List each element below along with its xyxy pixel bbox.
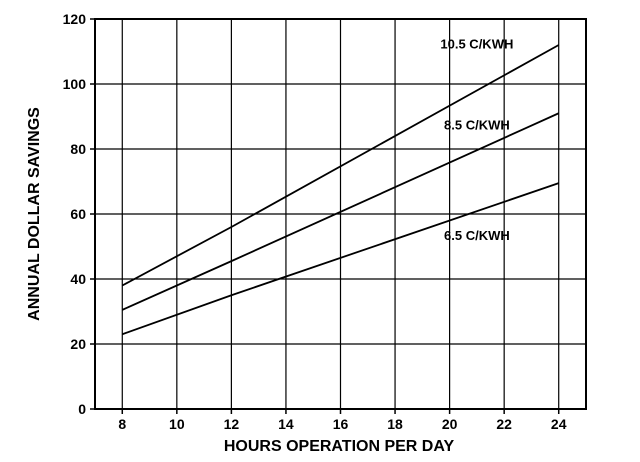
y-tick-label: 0: [78, 401, 86, 417]
x-axis-title: HOURS OPERATION PER DAY: [224, 438, 455, 455]
y-axis-title: ANNUAL DOLLAR SAVINGS: [26, 107, 43, 321]
series-label: 6.5 C/KWH: [444, 228, 510, 243]
y-tick-label: 100: [63, 76, 87, 92]
x-tick-label: 10: [169, 416, 185, 432]
y-tick-label: 20: [70, 336, 86, 352]
x-tick-label: 14: [278, 416, 294, 432]
x-tick-label: 18: [387, 416, 403, 432]
series-lines: [121, 44, 560, 336]
series-label: 8.5 C/KWH: [444, 118, 510, 133]
y-tick-label: 120: [63, 11, 87, 27]
y-tick-label: 60: [70, 206, 86, 222]
series-label: 10.5 C/KWH: [440, 36, 513, 51]
x-tick-label: 20: [442, 416, 458, 432]
y-tick-label: 80: [70, 141, 86, 157]
series-line: [121, 44, 560, 287]
x-tick-label: 24: [551, 416, 567, 432]
x-tick-labels: 8 10 12 14 16 18 20 22 24: [118, 416, 566, 432]
x-tick-label: 22: [496, 416, 512, 432]
x-tick-label: 8: [118, 416, 126, 432]
tick-marks: [90, 18, 560, 414]
x-tick-label: 16: [333, 416, 349, 432]
series-line: [121, 112, 560, 311]
x-tick-label: 12: [224, 416, 240, 432]
series-labels: 10.5 C/KWH 8.5 C/KWH 6.5 C/KWH: [440, 36, 513, 243]
grid: [95, 19, 586, 409]
series-line: [121, 182, 560, 336]
plot-frame: [94, 18, 587, 410]
y-tick-label: 40: [70, 271, 86, 287]
y-tick-labels: 0 20 40 60 80 100 120: [63, 11, 87, 417]
